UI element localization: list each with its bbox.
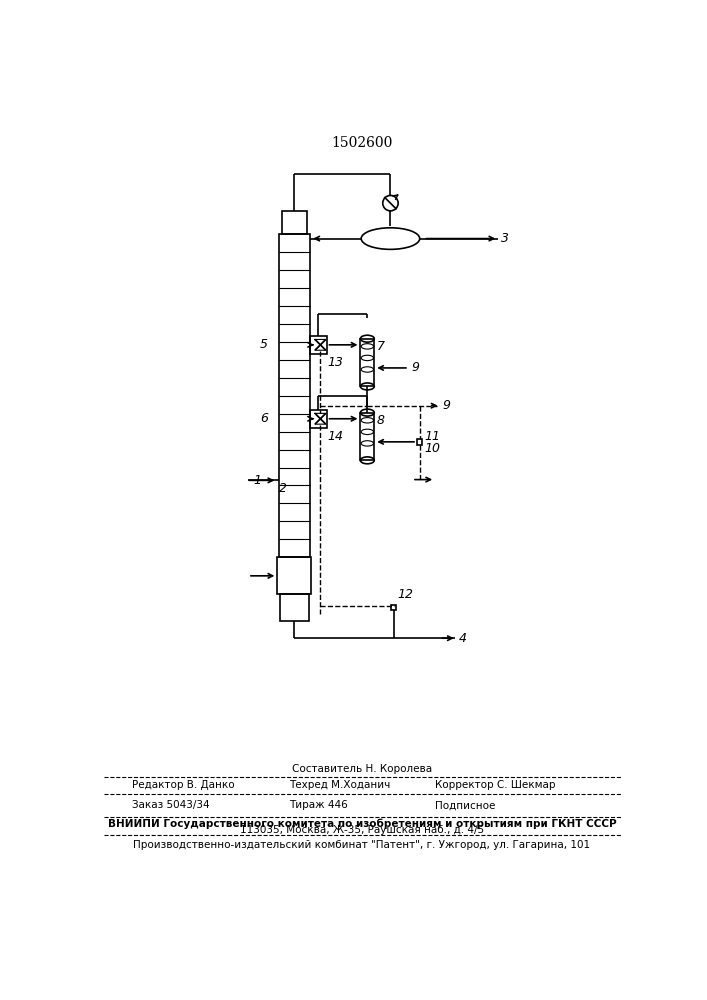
Text: Заказ 5043/34: Заказ 5043/34 [132,800,210,810]
Bar [391,605,396,610]
Text: Тираж 446: Тираж 446 [288,800,348,810]
Text: 6: 6 [260,412,268,425]
Bar [361,339,374,386]
Bar [310,336,327,354]
Text: 1502600: 1502600 [332,136,392,150]
Bar [279,234,310,557]
Text: 2: 2 [279,482,286,495]
Text: 12: 12 [398,588,414,601]
Text: 14: 14 [327,430,344,443]
Bar [277,557,311,594]
Text: 9: 9 [411,361,419,374]
Text: Составитель Н. Королева: Составитель Н. Королева [292,764,432,774]
Bar [417,439,422,445]
Bar [310,410,327,428]
Text: Подписное: Подписное [435,800,496,810]
Text: Редактор В. Данко: Редактор В. Данко [132,780,235,790]
Bar [279,594,309,621]
Text: 8: 8 [377,414,385,427]
Text: 113035, Москва, Ж-35, Раушская наб., д. 4/5: 113035, Москва, Ж-35, Раушская наб., д. … [240,825,484,835]
Text: 11: 11 [424,430,440,443]
Text: 9: 9 [443,399,451,412]
Text: 10: 10 [424,442,440,455]
Text: Техред М.Ходанич: Техред М.Ходанич [288,780,390,790]
Text: 1: 1 [253,474,261,487]
Text: Производственно-издательский комбинат "Патент", г. Ужгород, ул. Гагарина, 101: Производственно-издательский комбинат "П… [134,840,590,850]
Text: 3: 3 [501,232,509,245]
Text: 7: 7 [377,340,385,353]
Bar [282,211,307,234]
Text: ВНИИПИ Государственного комитета по изобретениям и открытиям при ГКНТ СССР: ВНИИПИ Государственного комитета по изоб… [107,819,617,829]
Bar [361,413,374,460]
Text: 4: 4 [459,632,467,645]
Text: Корректор С. Шекмар: Корректор С. Шекмар [435,780,556,790]
Text: 5: 5 [260,338,268,351]
Text: 13: 13 [327,356,344,369]
